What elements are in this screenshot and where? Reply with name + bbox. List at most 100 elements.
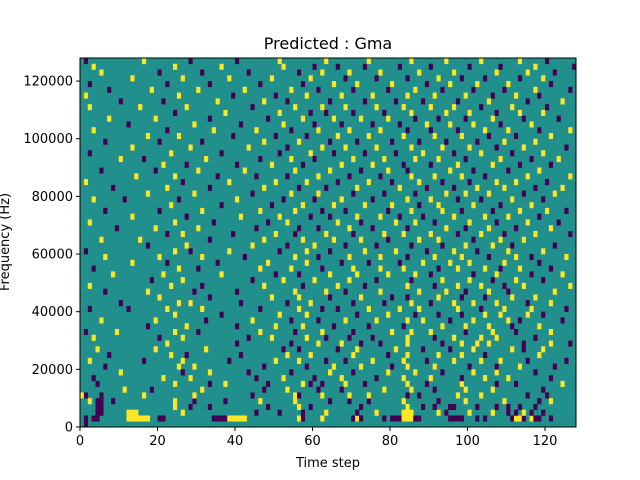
heatmap-cell	[235, 58, 240, 65]
heatmap-cell	[452, 150, 457, 157]
heatmap-cell	[517, 58, 523, 65]
heatmap-cell	[498, 265, 503, 272]
heatmap-cell	[161, 271, 166, 278]
heatmap-cell	[471, 236, 476, 243]
heatmap-cell	[366, 392, 371, 399]
heatmap-cell	[390, 328, 395, 336]
heatmap-cell	[153, 225, 158, 232]
heatmap-cell	[417, 138, 422, 145]
heatmap-cell	[479, 150, 484, 157]
heatmap-cell	[308, 403, 313, 411]
heatmap-cell	[506, 288, 511, 295]
heatmap-cell	[560, 98, 565, 105]
heatmap-cell	[378, 254, 383, 261]
heatmap-cell	[370, 92, 375, 99]
heatmap-cell	[122, 386, 127, 393]
heatmap-cell	[452, 357, 457, 364]
heatmap-cell	[479, 282, 484, 289]
heatmap-cell	[192, 392, 197, 399]
heatmap-cell	[347, 277, 352, 284]
x-tick-label: 120	[533, 434, 558, 449]
heatmap-cell	[211, 415, 216, 422]
heatmap-cell	[238, 352, 244, 359]
heatmap-cell	[362, 202, 368, 209]
heatmap-cell	[486, 98, 492, 105]
heatmap-cell	[424, 184, 430, 191]
heatmap-cell	[355, 311, 360, 318]
heatmap-cell	[502, 282, 507, 289]
heatmap-cell	[510, 104, 515, 111]
heatmap-cell	[83, 58, 89, 65]
heatmap-cell	[502, 230, 507, 238]
heatmap-cell	[510, 323, 515, 330]
heatmap-cell	[99, 236, 104, 243]
heatmap-cell	[184, 352, 189, 359]
heatmap-cell	[498, 357, 503, 364]
heatmap-cell	[490, 242, 495, 249]
heatmap-cell	[316, 127, 321, 134]
heatmap-cell	[328, 294, 333, 301]
heatmap-cell	[467, 363, 472, 370]
y-tick-label: 0	[65, 421, 73, 436]
heatmap-cell	[281, 121, 286, 128]
heatmap-cell	[351, 328, 356, 336]
heatmap-cell	[533, 86, 538, 93]
heatmap-cell	[173, 63, 178, 70]
heatmap-cell	[165, 184, 170, 191]
heatmap-cell	[355, 409, 360, 416]
heatmap-cell	[517, 317, 523, 324]
heatmap-cell	[266, 115, 271, 122]
heatmap-cell	[289, 190, 294, 197]
heatmap-cell	[153, 317, 158, 324]
heatmap-cell	[490, 386, 495, 393]
heatmap-cell	[378, 69, 383, 76]
heatmap-cell	[297, 225, 302, 232]
heatmap-cell	[335, 179, 340, 186]
heatmap-cell	[184, 161, 189, 168]
heatmap-cell	[304, 311, 309, 318]
heatmap-cell	[521, 144, 526, 151]
y-tick-label: 120000	[23, 75, 73, 90]
heatmap-cell	[161, 161, 166, 168]
heatmap-cell	[343, 380, 348, 387]
heatmap-cell	[176, 265, 182, 272]
heatmap-cell	[331, 115, 337, 122]
heatmap-cell	[269, 75, 275, 82]
heatmap-cell	[262, 184, 267, 191]
heatmap-cell	[390, 202, 395, 209]
heatmap-cell	[262, 98, 267, 105]
heatmap-cell	[351, 352, 356, 359]
heatmap-cell	[490, 92, 495, 99]
heatmap-cell	[316, 86, 321, 93]
heatmap-cell	[300, 81, 306, 88]
heatmap-cell	[188, 300, 193, 307]
heatmap-cell	[281, 346, 286, 353]
heatmap-cell	[564, 357, 569, 364]
heatmap-cell	[335, 219, 340, 226]
heatmap-cell	[564, 207, 569, 214]
heatmap-cell	[552, 288, 557, 295]
heatmap-cell	[238, 213, 244, 220]
heatmap-cell	[312, 375, 317, 382]
heatmap-cell	[459, 340, 464, 347]
heatmap-cell	[99, 409, 104, 416]
heatmap-cell	[483, 294, 488, 301]
heatmap-cell	[455, 265, 461, 272]
heatmap-cell	[339, 340, 344, 347]
heatmap-cell	[424, 357, 430, 364]
heatmap-cell	[459, 311, 464, 318]
heatmap-cell	[510, 294, 515, 301]
heatmap-cell	[192, 121, 197, 128]
heatmap-cell	[293, 254, 298, 261]
heatmap-cell	[455, 230, 461, 238]
heatmap-cell	[517, 363, 523, 370]
heatmap-cell	[281, 196, 286, 203]
heatmap-cell	[118, 300, 123, 307]
heatmap-cell	[502, 138, 507, 145]
heatmap-cell	[556, 115, 561, 122]
heatmap-cell	[568, 340, 573, 347]
heatmap-cell	[479, 230, 484, 238]
heatmap-cell	[529, 202, 534, 209]
heatmap-cell	[452, 248, 457, 255]
heatmap-cell	[223, 109, 228, 116]
